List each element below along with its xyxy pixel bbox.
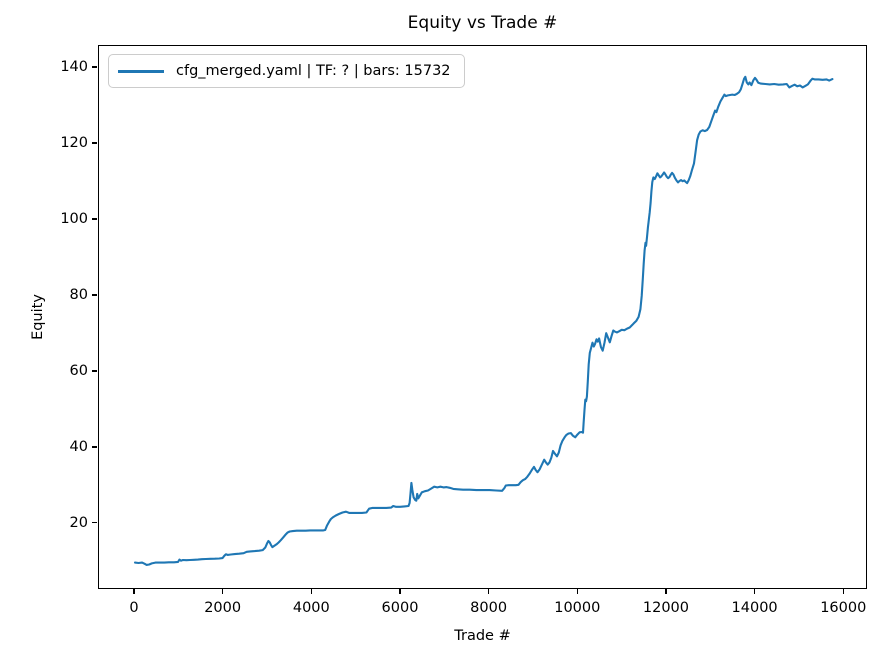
x-tick-label: 8000 (470, 600, 508, 616)
x-tick-label: 6000 (381, 600, 419, 616)
y-tick-label: 120 (60, 135, 88, 151)
x-tick-mark (488, 589, 490, 594)
x-tick-mark (665, 589, 667, 594)
y-tick-mark (92, 218, 97, 220)
x-tick-label: 10000 (554, 600, 601, 616)
x-tick-label: 14000 (731, 600, 778, 616)
x-tick-label: 2000 (204, 600, 242, 616)
legend-line-swatch (118, 69, 164, 73)
x-tick-label: 4000 (292, 600, 330, 616)
x-axis-label: Trade # (454, 628, 511, 644)
y-tick-mark (92, 142, 97, 144)
y-tick-label: 80 (69, 286, 88, 303)
x-tick-label: 12000 (642, 600, 690, 616)
x-tick-mark (576, 589, 578, 594)
y-tick-label: 140 (60, 59, 88, 76)
chart-title: Equity vs Trade # (407, 13, 558, 33)
y-tick-label: 40 (69, 438, 88, 455)
y-tick-label: 100 (60, 210, 88, 227)
x-tick-label: 0 (129, 600, 139, 616)
y-tick-mark (92, 294, 97, 296)
x-tick-mark (310, 589, 312, 594)
x-tick-mark (133, 589, 135, 594)
legend: cfg_merged.yaml | TF: ? | bars: 15732 (108, 54, 465, 88)
x-tick-mark (842, 589, 844, 594)
y-tick-label: 60 (69, 362, 88, 379)
x-tick-mark (399, 589, 401, 594)
y-tick-label: 20 (69, 514, 88, 531)
y-tick-mark (92, 66, 97, 68)
x-tick-mark (222, 589, 224, 594)
equity-curve-canvas (133, 75, 834, 566)
equity-line-series (133, 75, 834, 566)
legend-label: cfg_merged.yaml | TF: ? | bars: 15732 (176, 63, 451, 79)
x-tick-mark (754, 589, 756, 594)
plot-area: cfg_merged.yaml | TF: ? | bars: 15732 (98, 45, 867, 589)
y-tick-mark (92, 370, 97, 372)
y-tick-mark (92, 446, 97, 448)
x-tick-label: 16000 (820, 600, 867, 616)
y-tick-mark (92, 522, 97, 524)
